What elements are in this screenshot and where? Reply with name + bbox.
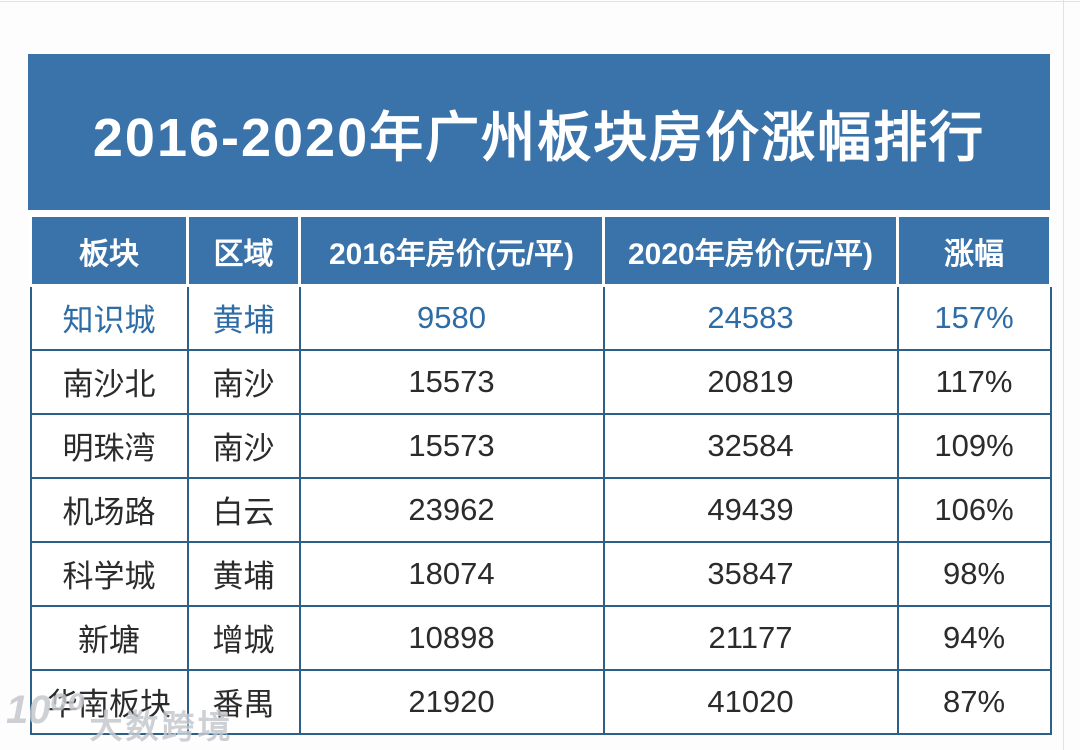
cell-district: 白云 — [186, 476, 301, 543]
column-header-growth: 涨幅 — [896, 214, 1052, 287]
cell-growth: 117% — [896, 348, 1052, 415]
cell-price-2020: 32584 — [602, 412, 899, 479]
column-header-district: 区域 — [186, 214, 301, 287]
cell-price-2020: 35847 — [602, 540, 899, 607]
price-table: 板块 区域 2016年房价(元/平) 2020年房价(元/平) 涨幅 知识城 黄… — [29, 214, 1052, 735]
cell-block-name: 新塘 — [29, 604, 189, 671]
ranking-card: 2016-2020年广州板块房价涨幅排行 板块 区域 2016年房价(元/平) … — [28, 54, 1052, 735]
cell-district: 黄埔 — [186, 285, 301, 351]
cell-price-2016: 18074 — [298, 540, 605, 607]
cell-price-2020: 41020 — [602, 668, 899, 735]
cell-district: 南沙 — [186, 412, 301, 479]
cell-district: 南沙 — [186, 348, 301, 415]
cell-price-2016: 23962 — [298, 476, 605, 543]
cell-block-name: 机场路 — [29, 476, 189, 543]
page-top-edge-line — [0, 1, 1080, 2]
cell-growth: 106% — [896, 476, 1052, 543]
column-header-price-2016: 2016年房价(元/平) — [298, 214, 605, 287]
cell-price-2016: 15573 — [298, 412, 605, 479]
cell-growth: 157% — [896, 285, 1052, 351]
cell-price-2020: 20819 — [602, 348, 899, 415]
column-header-price-2020: 2020年房价(元/平) — [602, 214, 899, 287]
cell-growth: 87% — [896, 668, 1052, 735]
cell-price-2020: 24583 — [602, 285, 899, 351]
cell-block-name: 南沙北 — [29, 348, 189, 415]
table-row: 知识城 黄埔 9580 24583 157% — [29, 285, 1052, 351]
cell-price-2016: 21920 — [298, 668, 605, 735]
table-row: 华南板块 番禺 21920 41020 87% — [29, 668, 1052, 735]
page-right-edge-line — [1063, 0, 1064, 750]
cell-block-name: 科学城 — [29, 540, 189, 607]
table-row: 南沙北 南沙 15573 20819 117% — [29, 348, 1052, 415]
table-row: 机场路 白云 23962 49439 106% — [29, 476, 1052, 543]
column-header-block: 板块 — [29, 214, 189, 287]
table-row: 科学城 黄埔 18074 35847 98% — [29, 540, 1052, 607]
cell-district: 黄埔 — [186, 540, 301, 607]
table-row: 明珠湾 南沙 15573 32584 109% — [29, 412, 1052, 479]
header-row: 板块 区域 2016年房价(元/平) 2020年房价(元/平) 涨幅 — [29, 214, 1052, 287]
cell-district: 番禺 — [186, 668, 301, 735]
cell-block-name: 知识城 — [29, 285, 189, 351]
cell-price-2020: 49439 — [602, 476, 899, 543]
cell-price-2016: 9580 — [298, 285, 605, 351]
cell-district: 增城 — [186, 604, 301, 671]
cell-block-name: 明珠湾 — [29, 412, 189, 479]
card-title: 2016-2020年广州板块房价涨幅排行 — [28, 54, 1050, 210]
cell-price-2020: 21177 — [602, 604, 899, 671]
cell-growth: 109% — [896, 412, 1052, 479]
table-row: 新塘 增城 10898 21177 94% — [29, 604, 1052, 671]
cell-growth: 94% — [896, 604, 1052, 671]
cell-price-2016: 10898 — [298, 604, 605, 671]
cell-growth: 98% — [896, 540, 1052, 607]
cell-block-name: 华南板块 — [29, 668, 189, 735]
cell-price-2016: 15573 — [298, 348, 605, 415]
